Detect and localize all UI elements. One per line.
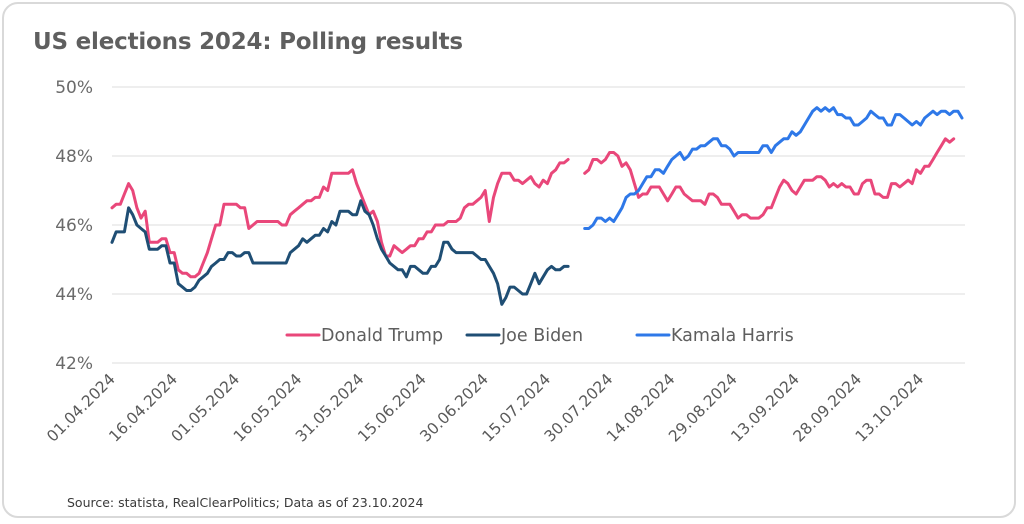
- source-note: Source: statista, RealClearPolitics; Dat…: [67, 495, 424, 510]
- y-tick-label: 42%: [55, 354, 93, 374]
- series-line-joe-biden: [110, 199, 570, 306]
- series-line-donald-trump: [110, 158, 570, 279]
- y-axis-ticks: 42% 44% 46% 48% 50%: [55, 78, 93, 374]
- series-line-kamala-harris: [583, 106, 964, 230]
- legend-label: Joe Biden: [500, 326, 583, 346]
- legend-label: Donald Trump: [321, 326, 443, 346]
- chart-title: US elections 2024: Polling results: [33, 29, 463, 55]
- y-tick-label: 50%: [55, 78, 93, 98]
- legend: Donald Trump Joe Biden Kamala Harris: [285, 326, 794, 346]
- legend-label: Kamala Harris: [671, 326, 794, 346]
- y-tick-label: 46%: [55, 216, 93, 236]
- chart-card: [2, 2, 1016, 518]
- x-axis-ticks: 01.04.202416.04.202401.05.202416.05.2024…: [43, 370, 927, 445]
- gridlines: [112, 86, 965, 364]
- series-lines: [110, 106, 964, 306]
- series-line-donald-trump: [583, 137, 956, 220]
- y-tick-label: 48%: [55, 147, 93, 167]
- y-tick-label: 44%: [55, 285, 93, 305]
